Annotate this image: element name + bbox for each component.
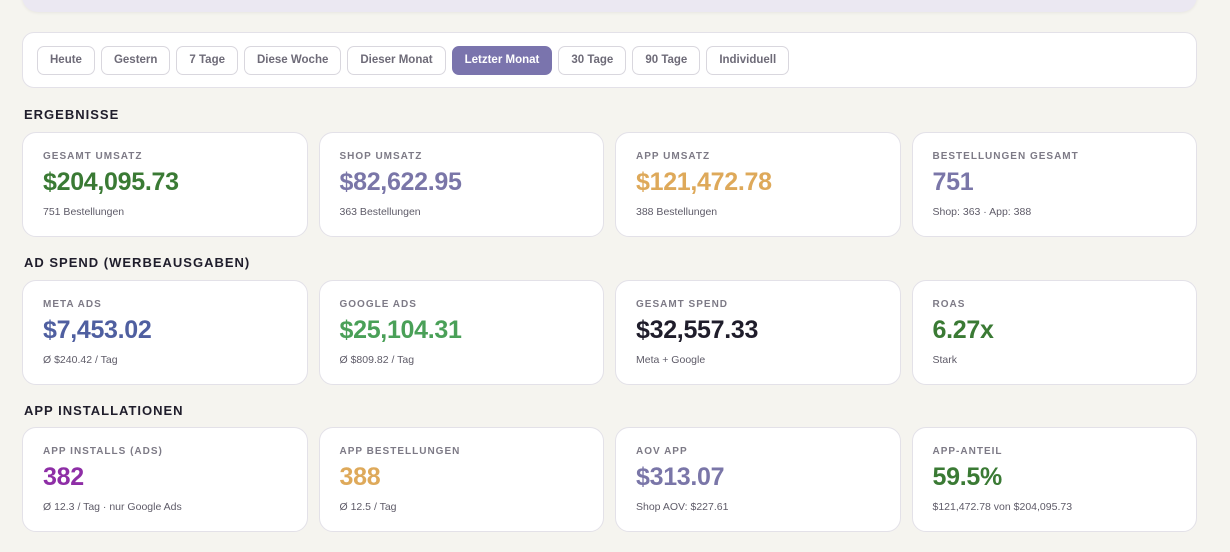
kpi-card-gesamt-umsatz: GESAMT UMSATZ $204,095.73 751 Bestellung… <box>22 132 308 237</box>
section-title-ergebnisse: ERGEBNISSE <box>24 107 120 122</box>
kpi-sub: Ø $809.82 / Tag <box>339 354 415 366</box>
kpi-card-app-umsatz: APP UMSATZ $121,472.78 388 Bestellungen <box>615 132 901 237</box>
filter-diese-woche[interactable]: Diese Woche <box>244 45 342 75</box>
kpi-label: GOOGLE ADS <box>339 299 417 310</box>
kpi-value: $121,472.78 <box>636 168 772 196</box>
date-range-filter-bar: Heute Gestern 7 Tage Diese Woche Dieser … <box>22 32 1197 88</box>
kpi-card-shop-umsatz: SHOP UMSATZ $82,622.95 363 Bestellungen <box>318 132 604 237</box>
kpi-sub: Stark <box>932 354 958 366</box>
kpi-sub: 388 Bestellungen <box>636 206 718 218</box>
filter-gestern[interactable]: Gestern <box>100 45 171 75</box>
kpi-label: GESAMT SPEND <box>636 299 729 310</box>
section-title-ad-spend: AD SPEND (WERBEAUSGABEN) <box>24 255 251 270</box>
kpi-value: $25,104.31 <box>339 316 462 344</box>
filter-7-tage[interactable]: 7 Tage <box>176 45 238 75</box>
results-row: GESAMT UMSATZ $204,095.73 751 Bestellung… <box>22 132 1197 237</box>
kpi-label: APP UMSATZ <box>636 151 711 162</box>
kpi-card-bestellungen-gesamt: BESTELLUNGEN GESAMT 751 Shop: 363 · App:… <box>911 132 1197 237</box>
kpi-sub: Shop: 363 · App: 388 <box>932 206 1032 218</box>
kpi-sub: Ø 12.3 / Tag · nur Google Ads <box>43 501 182 513</box>
kpi-sub: Meta + Google <box>636 354 706 366</box>
kpi-value: $82,622.95 <box>339 168 462 196</box>
kpi-sub: Shop AOV: $227.61 <box>636 501 729 513</box>
kpi-sub: $121,472.78 von $204,095.73 <box>932 501 1073 513</box>
kpi-value: $7,453.02 <box>43 316 152 344</box>
filter-dieser-monat[interactable]: Dieser Monat <box>347 45 446 75</box>
kpi-sub: 751 Bestellungen <box>43 206 125 218</box>
kpi-value: $204,095.73 <box>43 168 179 196</box>
kpi-card-app-anteil: APP-ANTEIL 59.5% $121,472.78 von $204,09… <box>911 427 1197 532</box>
kpi-card-google-ads: GOOGLE ADS $25,104.31 Ø $809.82 / Tag <box>318 280 604 385</box>
kpi-value: 388 <box>339 463 381 491</box>
kpi-label: APP INSTALLS (ADS) <box>43 446 163 457</box>
kpi-card-roas: ROAS 6.27x Stark <box>911 280 1197 385</box>
kpi-label: AOV APP <box>636 446 688 457</box>
kpi-value: 59.5% <box>932 463 1003 491</box>
filter-individuell[interactable]: Individuell <box>706 45 790 75</box>
kpi-card-meta-ads: META ADS $7,453.02 Ø $240.42 / Tag <box>22 280 308 385</box>
kpi-value: $313.07 <box>636 463 725 491</box>
kpi-card-aov-app: AOV APP $313.07 Shop AOV: $227.61 <box>615 427 901 532</box>
filter-30-tage[interactable]: 30 Tage <box>558 45 627 75</box>
kpi-label: APP BESTELLUNGEN <box>339 446 461 457</box>
filter-letzter-monat[interactable]: Letzter Monat <box>451 45 553 75</box>
kpi-sub: Ø 12.5 / Tag <box>339 501 397 513</box>
section-title-app-installationen: APP INSTALLATIONEN <box>24 403 184 418</box>
top-header-strip <box>22 0 1197 12</box>
kpi-label: APP-ANTEIL <box>932 446 1003 457</box>
kpi-value: 751 <box>932 168 974 196</box>
ad-spend-row: META ADS $7,453.02 Ø $240.42 / Tag GOOGL… <box>22 280 1197 385</box>
filter-90-tage[interactable]: 90 Tage <box>632 45 701 75</box>
kpi-label: ROAS <box>932 299 966 310</box>
kpi-label: BESTELLUNGEN GESAMT <box>932 151 1079 162</box>
kpi-label: GESAMT UMSATZ <box>43 151 143 162</box>
app-installations-row: APP INSTALLS (ADS) 382 Ø 12.3 / Tag · nu… <box>22 427 1197 532</box>
kpi-sub: Ø $240.42 / Tag <box>43 354 118 366</box>
kpi-value: $32,557.33 <box>636 316 759 344</box>
kpi-value: 6.27x <box>932 316 994 344</box>
kpi-sub: 363 Bestellungen <box>339 206 421 218</box>
kpi-label: SHOP UMSATZ <box>339 151 423 162</box>
filter-heute[interactable]: Heute <box>37 45 95 75</box>
kpi-label: META ADS <box>43 299 102 310</box>
kpi-card-app-bestellungen: APP BESTELLUNGEN 388 Ø 12.5 / Tag <box>318 427 604 532</box>
kpi-card-app-installs: APP INSTALLS (ADS) 382 Ø 12.3 / Tag · nu… <box>22 427 308 532</box>
kpi-card-gesamt-spend: GESAMT SPEND $32,557.33 Meta + Google <box>615 280 901 385</box>
kpi-value: 382 <box>43 463 84 491</box>
